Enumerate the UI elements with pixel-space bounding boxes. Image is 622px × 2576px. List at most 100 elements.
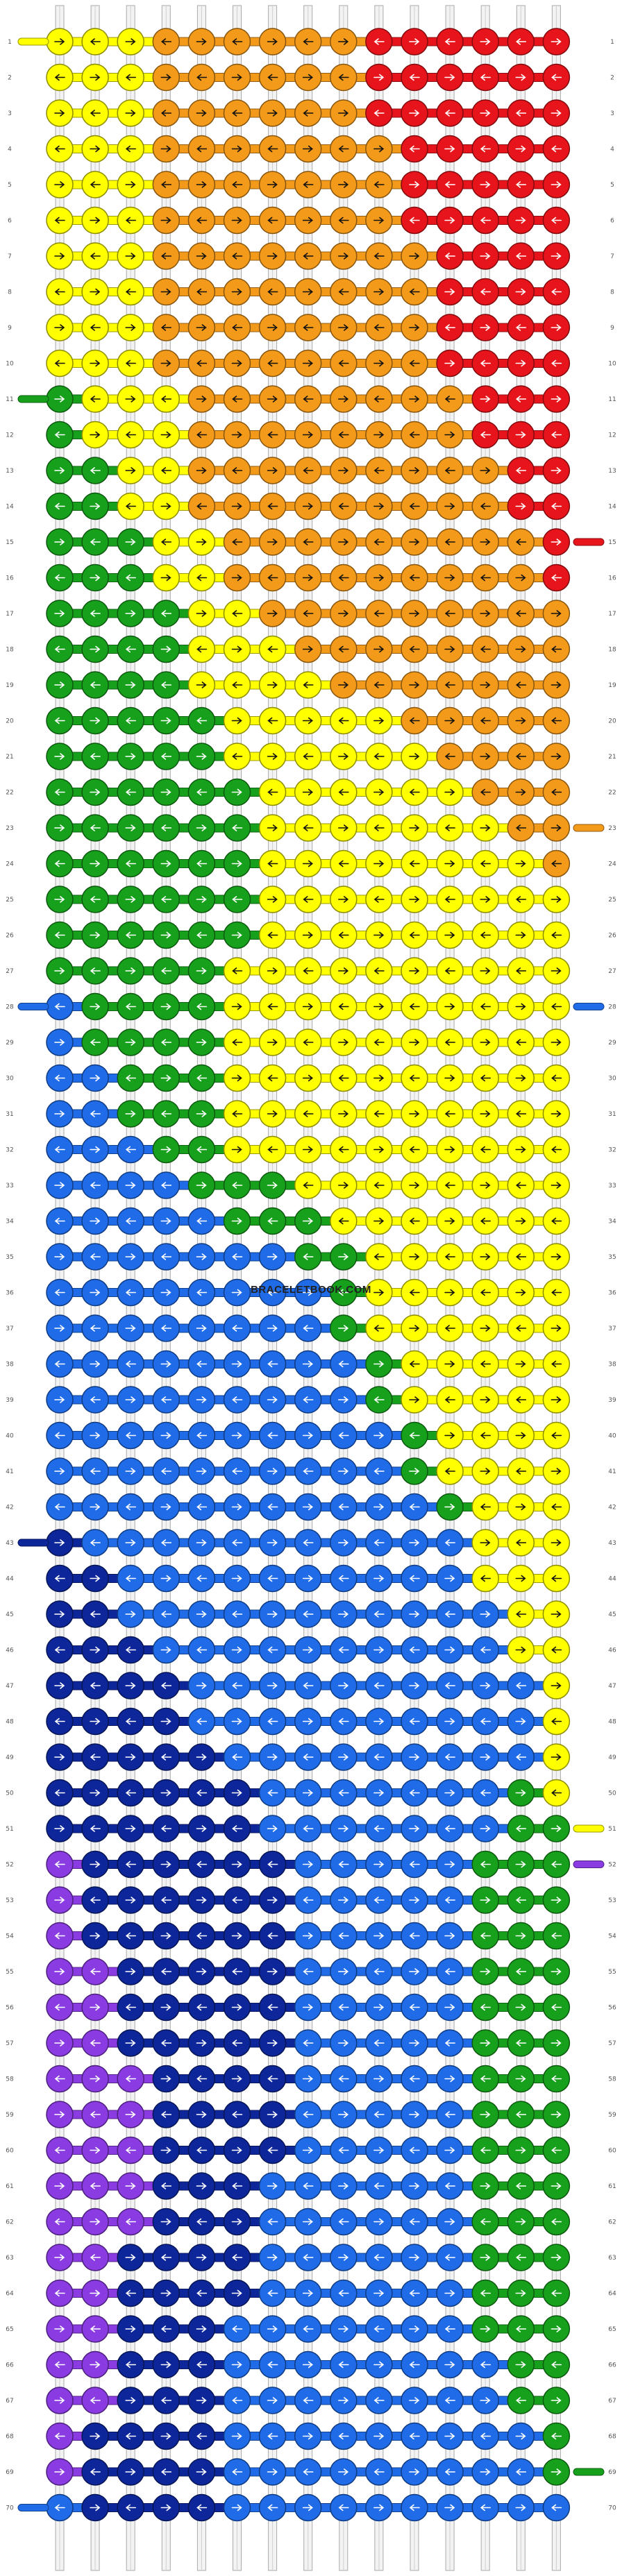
knot-arrow-icon — [444, 931, 455, 939]
knot-green — [81, 849, 109, 878]
knot-orange — [330, 564, 358, 592]
knot-arrow-icon — [267, 74, 278, 81]
knot-green — [81, 886, 109, 913]
knot-orange — [258, 349, 287, 378]
knot-arrow-icon — [125, 574, 136, 582]
knot-orange — [330, 671, 358, 699]
knot-blue — [117, 1564, 144, 1593]
knot-blue — [117, 1278, 144, 1307]
knot-navy — [46, 1672, 74, 1700]
knot-arrow-icon — [550, 967, 562, 974]
knot-green — [507, 2387, 535, 2414]
knot-green — [117, 778, 144, 806]
knot-arrow-icon — [196, 717, 208, 724]
row-number-left: 37 — [6, 1325, 13, 1332]
knot-yellow — [330, 921, 358, 949]
knot-red — [365, 99, 393, 127]
knot-green — [152, 886, 180, 913]
knot-blue — [542, 2493, 571, 2522]
knot-orange — [436, 564, 464, 592]
knot-arrow-icon — [161, 681, 172, 688]
knot-arrow-icon — [373, 431, 385, 439]
knot-red — [365, 63, 393, 92]
knot-red — [471, 99, 499, 127]
row-number-left: 13 — [6, 468, 13, 475]
row-number-left: 24 — [6, 861, 14, 868]
knot-yellow — [436, 1064, 464, 1092]
knot-blue — [471, 2458, 499, 2486]
row-number-left: 19 — [6, 682, 14, 689]
knot-orange — [187, 421, 216, 449]
knot-yellow — [187, 635, 216, 663]
knot-arrow-icon — [550, 324, 562, 331]
knot-yellow — [542, 992, 571, 1021]
knot-arrow-icon — [54, 574, 65, 582]
row-number-left: 35 — [6, 1254, 13, 1261]
knot-blue — [152, 1314, 180, 1342]
knot-green — [117, 957, 144, 985]
knot-green — [365, 1350, 393, 1378]
knot-green — [507, 1815, 535, 1842]
knot-green — [152, 1028, 180, 1056]
knot-arrow-icon — [516, 824, 527, 831]
knot-navy — [258, 1922, 287, 1950]
knot-orange — [365, 457, 393, 484]
knot-arrow-icon — [444, 467, 455, 474]
knot-orange — [330, 600, 358, 627]
row-number-left: 22 — [6, 790, 13, 797]
knot-arrow-icon — [302, 145, 313, 153]
knot-arrow-icon — [480, 645, 491, 653]
knot-purple — [81, 1958, 109, 1985]
knot-navy — [81, 2458, 109, 2486]
knot-blue — [223, 2493, 251, 2522]
knot-arrow-icon — [516, 396, 527, 402]
added-string-purple — [573, 1861, 605, 1868]
knot-orange — [401, 635, 428, 663]
added-string-red — [573, 538, 605, 546]
knot-green — [81, 992, 109, 1021]
knot-arrow-icon — [196, 181, 207, 188]
knot-arrow-icon — [267, 359, 278, 367]
knot-orange — [365, 671, 393, 699]
knot-navy — [152, 2136, 180, 2164]
knot-orange — [365, 242, 393, 270]
knot-blue — [436, 2458, 464, 2486]
knot-orange — [294, 349, 322, 378]
knot-arrow-icon — [232, 610, 243, 617]
knot-green — [152, 1135, 180, 1164]
knot-blue — [436, 1743, 464, 1771]
knot-arrow-icon — [302, 431, 313, 439]
row-number-left: 43 — [6, 1540, 13, 1547]
row-number-left: 54 — [6, 1933, 14, 1940]
knot-blue — [187, 1636, 216, 1664]
knot-purple — [46, 2172, 74, 2200]
row-number-left: 57 — [6, 2040, 13, 2047]
knot-blue — [187, 1707, 216, 1736]
knot-arrow-icon — [267, 645, 278, 653]
knot-blue — [471, 1707, 499, 1736]
knot-blue — [46, 1028, 74, 1056]
knot-blue — [365, 1850, 393, 1879]
knot-green — [187, 886, 216, 913]
knot-blue — [365, 1815, 393, 1842]
knot-yellow — [542, 1493, 571, 1521]
knot-arrow-icon — [338, 610, 349, 617]
knot-green — [81, 921, 109, 949]
knot-green — [117, 849, 144, 878]
knot-yellow — [471, 1135, 499, 1164]
knot-orange — [152, 135, 180, 163]
knot-blue — [330, 1564, 358, 1593]
knot-arrow-icon — [231, 288, 242, 296]
knot-blue — [258, 2279, 287, 2307]
knot-blue — [46, 992, 74, 1021]
knot-blue — [436, 1529, 464, 1557]
knot-arrow-icon — [90, 181, 101, 188]
knot-yellow — [436, 992, 464, 1021]
knot-arrow-icon — [125, 431, 136, 439]
knot-arrow-icon — [303, 110, 314, 117]
knot-green — [542, 1958, 571, 1985]
knot-green — [223, 1207, 251, 1235]
knot-blue — [294, 2422, 322, 2450]
knot-arrow-icon — [409, 110, 420, 117]
knot-green — [46, 921, 74, 949]
